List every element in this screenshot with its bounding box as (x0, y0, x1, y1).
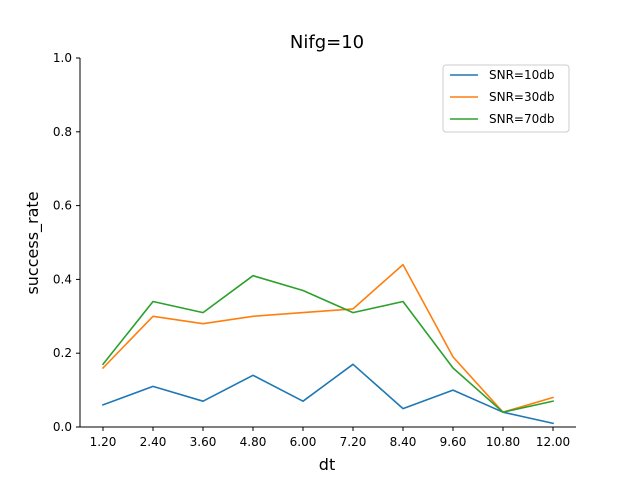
x-tick-label: 2.40 (140, 435, 167, 449)
legend-box (442, 64, 570, 133)
x-tick-label: 7.20 (340, 435, 367, 449)
axes (79, 58, 576, 428)
y-tick-label: 0.2 (53, 346, 72, 360)
legend-label: SNR=10db (489, 68, 555, 82)
x-tick-label: 9.60 (440, 435, 467, 449)
x-axis-label: dt (319, 455, 335, 474)
x-ticks: 1.20 2.40 3.60 4.80 6.00 7.20 8.40 9.60 10.80 12.… (90, 427, 570, 449)
y-axis-label: success_rate (23, 191, 43, 294)
y-tick-label: 1.0 (53, 51, 72, 65)
series-group (101, 263, 554, 425)
series-line-snr-30db (101, 263, 554, 414)
y-tick-label: 0.4 (53, 272, 72, 286)
x-tick-label: 1.20 (90, 435, 117, 449)
y-tick-label: 0.6 (53, 199, 72, 213)
y-tick-label: 0.0 (53, 420, 72, 434)
chart-title: Nifg=10 (290, 32, 364, 53)
x-tick-label: 6.00 (290, 435, 317, 449)
y-ticks: 0.0 0.2 0.4 0.6 0.8 1.0 (53, 51, 80, 434)
x-tick-label: 12.00 (536, 435, 570, 449)
x-tick-label: 10.80 (486, 435, 520, 449)
legend: SNR=10db SNR=30db SNR=70db (442, 64, 570, 133)
x-tick-label: 8.40 (390, 435, 417, 449)
y-tick-label: 0.8 (53, 125, 72, 139)
series-line-snr-10db (101, 363, 554, 425)
x-tick-label: 4.80 (240, 435, 267, 449)
x-tick-label: 3.60 (190, 435, 217, 449)
legend-label: SNR=30db (489, 90, 555, 104)
series-line-snr-70db (101, 274, 554, 414)
legend-label: SNR=70db (489, 112, 555, 126)
